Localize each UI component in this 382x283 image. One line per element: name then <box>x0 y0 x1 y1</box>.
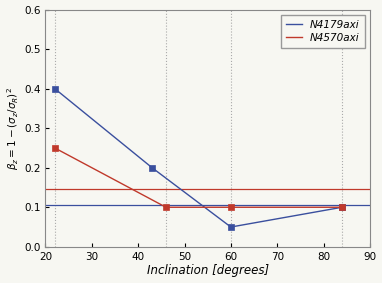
N4570axi <box>52 146 57 150</box>
Y-axis label: $\beta_z=1-(\sigma_z/\sigma_R)^2$: $\beta_z=1-(\sigma_z/\sigma_R)^2$ <box>6 87 21 170</box>
N4179axi <box>340 205 344 209</box>
N4570axi <box>164 205 168 209</box>
N4179axi <box>228 225 233 229</box>
N4179axi <box>52 87 57 90</box>
N4570axi <box>340 205 344 209</box>
X-axis label: Inclination [degrees]: Inclination [degrees] <box>147 264 269 277</box>
N4570axi <box>228 205 233 209</box>
Line: N4570axi: N4570axi <box>52 145 345 210</box>
N4179axi <box>150 166 154 170</box>
Line: N4179axi: N4179axi <box>52 86 345 230</box>
Legend: N4179axi, N4570axi: N4179axi, N4570axi <box>281 15 365 48</box>
